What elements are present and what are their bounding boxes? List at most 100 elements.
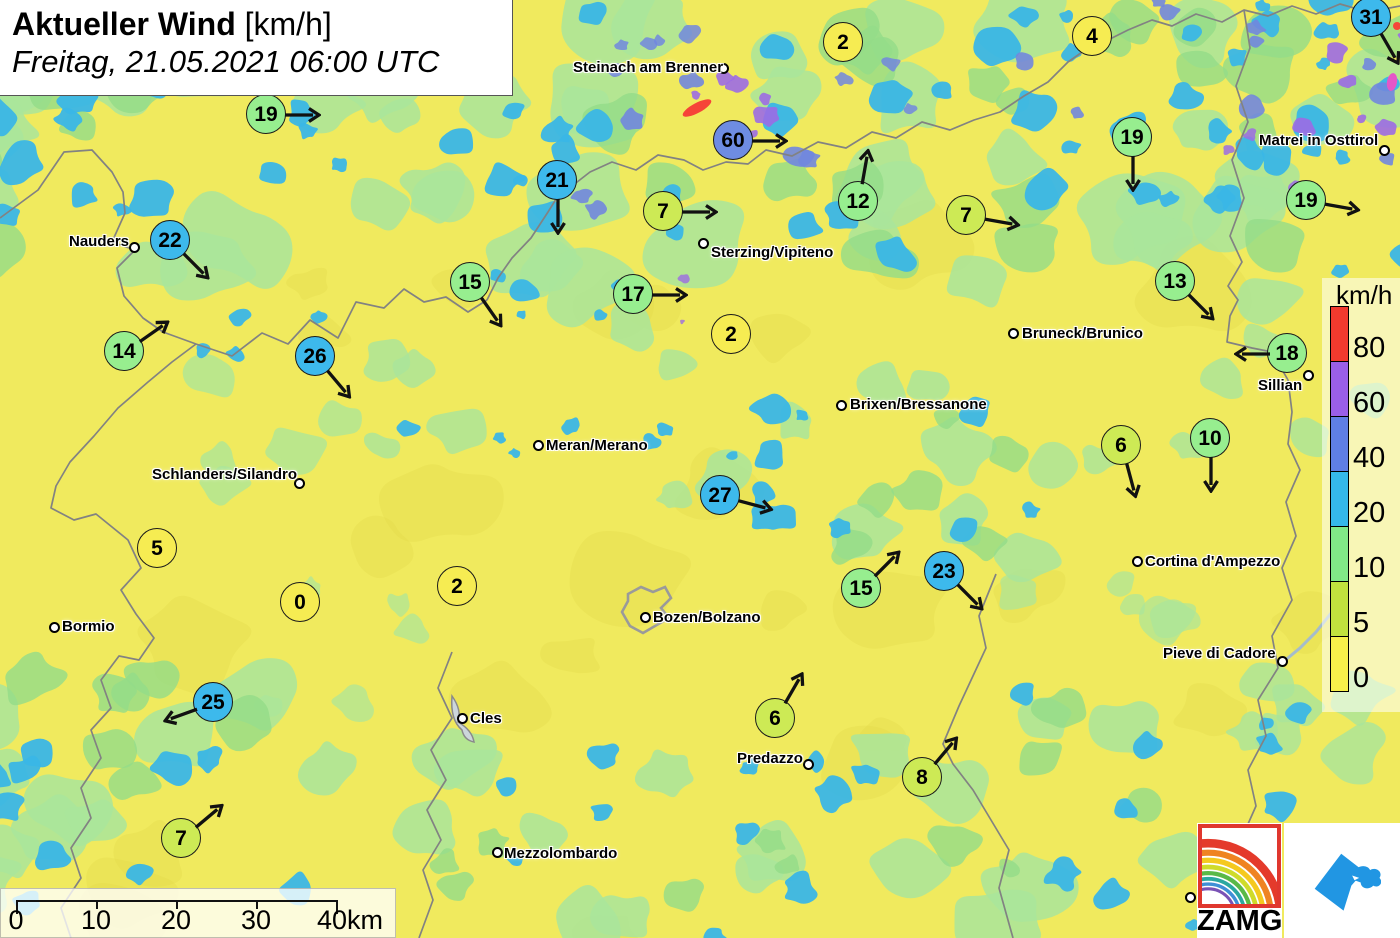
wind-marker: 8 — [902, 735, 959, 797]
legend-segment — [1330, 416, 1349, 472]
place-marker — [639, 611, 651, 623]
legend-segment — [1330, 526, 1349, 582]
wind-direction-arrow — [474, 293, 509, 333]
legend-tick-label: 40 — [1353, 442, 1386, 474]
place-label: Sillian — [1258, 377, 1303, 394]
wind-speed-value: 19 — [1120, 125, 1144, 149]
place-marker — [1131, 555, 1143, 567]
map-scale-bar: 0 10 20 30 40km — [0, 888, 396, 938]
place-label: Schlanders/Silandro — [152, 466, 298, 483]
wind-direction-arrow — [1373, 29, 1400, 69]
wind-speed-value: 15 — [458, 270, 482, 294]
wind-marker: 13 — [1155, 261, 1215, 321]
wind-speed-value: 13 — [1163, 269, 1187, 293]
wind-speed-value: 6 — [769, 706, 781, 730]
wind-marker: 21 — [537, 160, 577, 237]
wind-speed-value: 4 — [1086, 24, 1098, 48]
place-marker — [697, 237, 709, 249]
place-marker — [491, 846, 503, 858]
place-label: Cles — [470, 710, 502, 727]
place-marker — [1378, 144, 1390, 156]
timestamp: Freitag, 21.05.2021 06:00 UTC — [12, 44, 440, 79]
legend-tick-label: 20 — [1353, 497, 1386, 529]
legend-tick-label: 80 — [1353, 332, 1386, 364]
wind-direction-arrow — [160, 701, 200, 730]
place-label: Steinach am Brenner — [573, 59, 724, 76]
wind-marker: 23 — [924, 551, 984, 611]
wind-speed-value: 18 — [1275, 341, 1299, 365]
product-name: Aktueller Wind — [12, 6, 236, 42]
wind-marker: 7 — [946, 195, 1022, 235]
place-label: Pieve di Cadore — [1163, 645, 1276, 662]
wind-marker: 25 — [162, 682, 233, 726]
wind-speed-value: 31 — [1359, 5, 1383, 29]
wind-marker: 22 — [150, 220, 210, 280]
legend-segment — [1330, 471, 1349, 527]
wind-marker: 12 — [838, 147, 878, 221]
scale-tick — [256, 900, 258, 909]
place-marker — [48, 621, 60, 633]
wind-marker: 60 — [713, 120, 790, 160]
legend-tick-label: 0 — [1353, 662, 1370, 694]
wind-direction-arrow — [983, 210, 1022, 234]
scale-tick — [176, 900, 178, 909]
wind-marker: 18 — [1232, 333, 1307, 373]
wind-speed-value: 17 — [621, 282, 645, 306]
wind-direction-arrow — [1323, 195, 1362, 219]
scale-label: 10 — [80, 905, 112, 935]
wind-speed-value: 6 — [1115, 433, 1127, 457]
unit-label: [km/h] — [244, 6, 332, 42]
legend-tick-label: 60 — [1353, 387, 1386, 419]
wind-speed-value: 19 — [1294, 188, 1318, 212]
legend-unit-label: km/h — [1336, 280, 1393, 310]
wind-marker: 7 — [161, 803, 225, 858]
place-label: Brixen/Bressanone — [850, 396, 987, 413]
place-marker — [128, 241, 140, 253]
wind-speed-legend: km/h 80 60 40 20 10 5 0 — [1322, 278, 1400, 712]
wind-marker: 15 — [450, 262, 503, 329]
legend-segment — [1330, 636, 1349, 692]
legend-segment — [1330, 361, 1349, 417]
scale-label: 20 — [160, 905, 192, 935]
wind-direction-arrow — [549, 199, 567, 237]
place-label: Nauders — [69, 233, 130, 250]
place-marker — [1276, 655, 1288, 667]
wind-speed-value: 26 — [303, 344, 327, 368]
scale-tick — [336, 900, 338, 914]
wind-speed-value: 7 — [960, 203, 972, 227]
wind-direction-arrow — [321, 365, 358, 404]
place-label: Matrei in Osttirol — [1259, 132, 1379, 149]
wind-direction-arrow — [951, 578, 989, 616]
wind-speed-value: 2 — [837, 30, 849, 54]
wind-speed-value: 15 — [849, 576, 873, 600]
wind-marker: 6 — [755, 671, 805, 738]
wind-speed-value: 21 — [545, 168, 569, 192]
wind-direction-arrow — [682, 203, 720, 221]
wind-direction-arrow — [652, 286, 690, 304]
wind-direction-arrow — [752, 132, 790, 150]
wind-direction-arrow — [736, 492, 775, 519]
legend-segment — [1330, 581, 1349, 637]
wind-speed-value: 0 — [294, 590, 306, 614]
place-label: Predazzo — [737, 750, 803, 767]
wind-speed-value: 8 — [916, 765, 928, 789]
place-marker — [802, 758, 814, 770]
zamg-rainbow-icon — [1198, 824, 1281, 908]
wind-marker: 2 — [437, 566, 477, 606]
wind-marker: 4 — [1072, 16, 1112, 56]
place-label: Cortina d'Ampezzo — [1145, 553, 1281, 570]
wind-speed-value: 27 — [708, 483, 732, 507]
wind-marker: 5 — [137, 528, 177, 568]
wind-direction-arrow — [285, 106, 323, 124]
scale-tick — [16, 900, 18, 914]
place-marker — [1184, 891, 1196, 903]
wind-marker: 0 — [280, 582, 320, 622]
wind-marker: 2 — [823, 22, 863, 62]
wind-speed-value: 22 — [158, 228, 182, 252]
wind-direction-arrow — [1182, 288, 1220, 326]
wind-marker: 19 — [1112, 117, 1152, 194]
place-label: Sterzing/Vipiteno — [711, 244, 834, 261]
